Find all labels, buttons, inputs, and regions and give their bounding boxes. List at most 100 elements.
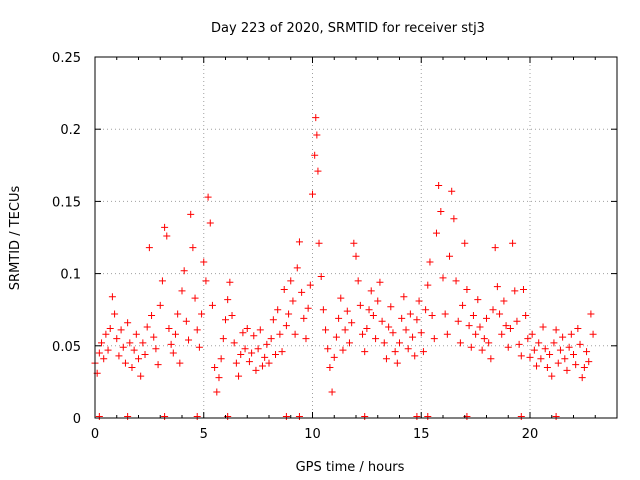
data-point	[300, 314, 308, 322]
data-point	[428, 311, 436, 319]
data-point	[198, 310, 206, 318]
data-point	[189, 244, 197, 252]
data-point	[222, 316, 229, 324]
data-point	[461, 239, 469, 247]
data-point	[132, 330, 140, 338]
y-tick-label: 0.2	[60, 123, 81, 138]
data-point	[265, 359, 273, 367]
data-point	[413, 413, 421, 421]
data-point	[550, 339, 558, 347]
y-tick-label: 0.1	[60, 268, 81, 283]
data-point	[393, 359, 401, 367]
data-point	[533, 362, 541, 370]
data-point	[424, 413, 432, 421]
data-point	[511, 287, 519, 295]
data-point	[250, 332, 258, 340]
data-point	[493, 283, 501, 291]
data-point	[322, 326, 330, 334]
data-point	[145, 244, 153, 252]
data-point	[480, 335, 488, 343]
data-point	[539, 323, 547, 331]
data-point	[400, 293, 408, 301]
data-point	[285, 310, 293, 318]
data-point	[130, 346, 138, 354]
data-point	[182, 317, 190, 325]
data-point	[502, 322, 510, 330]
data-point	[576, 340, 584, 348]
axis-ticks: 0 5 10 15 20 0 0.05 0.1 0.15 0.2 0.25	[52, 51, 617, 442]
data-point	[498, 330, 506, 338]
data-point	[556, 346, 564, 354]
data-point	[541, 345, 549, 353]
data-point	[537, 355, 545, 363]
data-point	[254, 345, 262, 353]
data-point	[402, 326, 410, 334]
data-point	[491, 244, 499, 252]
data-point	[404, 345, 412, 353]
data-point	[552, 413, 560, 421]
x-tick-label: 10	[304, 427, 321, 442]
data-point	[169, 349, 177, 357]
data-point	[119, 343, 127, 351]
data-point	[291, 330, 299, 338]
data-point	[104, 346, 112, 354]
data-point	[278, 348, 286, 356]
data-point	[548, 372, 556, 380]
data-point	[156, 301, 164, 309]
data-point	[454, 317, 462, 325]
data-point	[232, 359, 240, 367]
data-point	[272, 350, 280, 358]
data-point	[398, 314, 406, 322]
data-point	[150, 333, 158, 341]
data-point	[391, 348, 399, 356]
data-point	[587, 310, 595, 318]
data-point	[174, 310, 182, 318]
data-point	[115, 352, 123, 360]
data-point	[583, 348, 591, 356]
data-point	[483, 314, 490, 322]
data-point	[113, 335, 121, 343]
data-point	[530, 346, 538, 354]
data-point	[572, 361, 580, 369]
data-point	[204, 193, 212, 201]
data-point	[202, 277, 210, 285]
data-point	[406, 310, 414, 318]
data-point	[256, 326, 264, 334]
data-point	[369, 311, 377, 319]
data-point	[154, 361, 162, 369]
data-point	[148, 311, 156, 319]
data-point	[361, 348, 369, 356]
data-point	[580, 363, 588, 371]
data-point	[330, 353, 338, 361]
data-point	[298, 288, 306, 296]
data-point	[409, 333, 417, 341]
data-point	[102, 330, 110, 338]
data-point	[193, 413, 201, 421]
data-point	[152, 345, 160, 353]
data-point	[241, 345, 249, 353]
data-point	[535, 339, 543, 347]
data-point	[258, 362, 266, 370]
data-point	[567, 330, 575, 338]
data-point	[237, 350, 245, 358]
grid	[95, 57, 617, 418]
data-point	[124, 413, 132, 421]
data-point	[176, 359, 184, 367]
data-point	[178, 287, 186, 295]
data-point	[274, 306, 282, 314]
data-point	[574, 324, 582, 332]
data-point	[372, 335, 380, 343]
y-tick-label: 0.05	[52, 340, 81, 355]
data-point	[180, 267, 188, 275]
data-point	[417, 329, 425, 337]
x-axis-label: GPS time / hours	[296, 460, 405, 475]
data-point	[289, 297, 297, 305]
data-point	[528, 330, 536, 338]
data-point	[352, 252, 360, 260]
data-point	[95, 349, 103, 357]
data-point	[304, 304, 312, 312]
data-point	[489, 306, 497, 314]
data-point	[224, 296, 232, 304]
x-tick-label: 5	[200, 427, 208, 442]
